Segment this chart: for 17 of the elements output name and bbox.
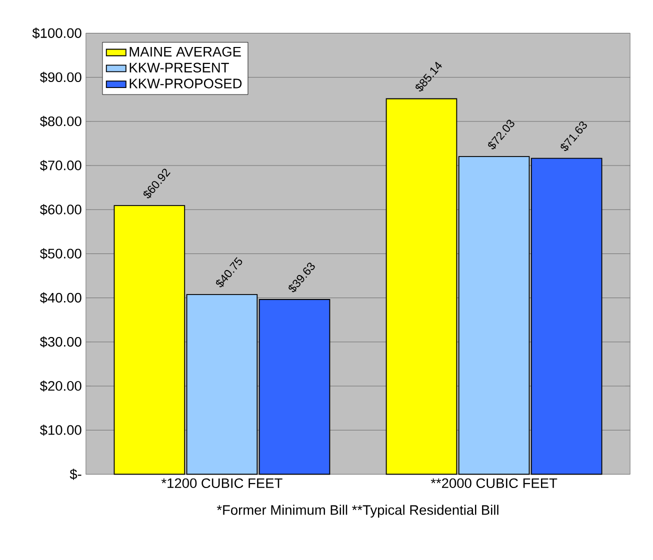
y-tick-label: $70.00	[40, 160, 82, 171]
x-tick-label: *1200 CUBIC FEET	[161, 478, 282, 488]
y-tick-label: $80.00	[40, 116, 82, 127]
y-tick-label: $50.00	[40, 248, 82, 260]
y-tick-label: $-	[70, 468, 82, 480]
y-tick-label: $20.00	[40, 380, 82, 392]
y-tick-label: $100.00	[32, 28, 82, 39]
y-tick-label: $10.00	[40, 424, 82, 436]
legend-label: KKW-PROPOSED	[130, 78, 242, 88]
y-tick-label: $90.00	[40, 72, 82, 83]
text: *Former Minimum Bill **Typical Residential Bill	[216, 504, 498, 518]
x-tick-label: **2000 CUBIC FEET	[430, 478, 558, 488]
y-tick-label: $30.00	[40, 336, 82, 348]
y-tick-label: $40.00	[40, 292, 82, 304]
y-tick-label: $60.00	[40, 204, 82, 216]
legend-label: KKW-PRESENT	[130, 62, 229, 72]
legend-label: MAINE AVERAGE	[130, 46, 241, 56]
